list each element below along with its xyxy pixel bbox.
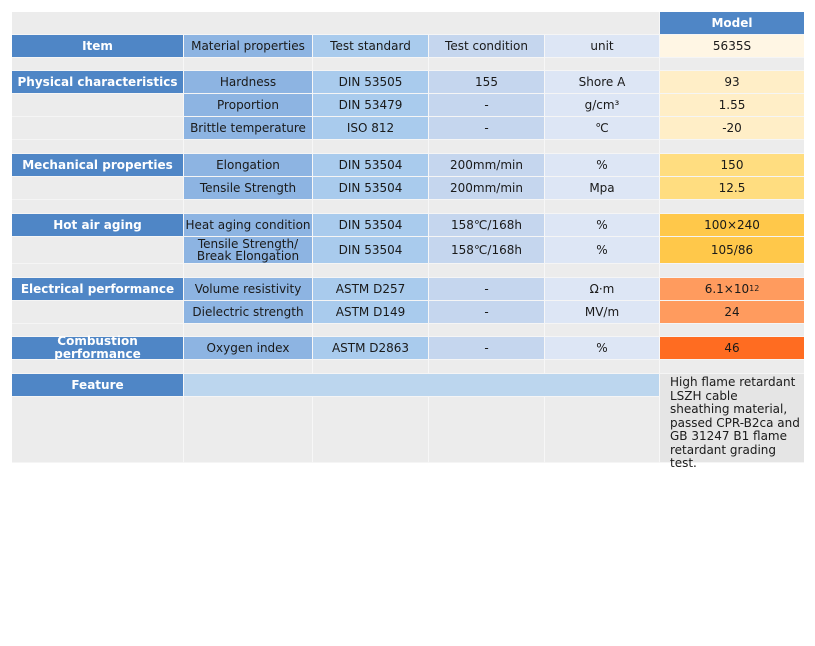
value-cell: 100×240 [660, 214, 804, 237]
condition-cell: 200mm/min [429, 177, 545, 200]
spacer-row [12, 58, 804, 71]
header-test-standard: Test standard [313, 35, 429, 58]
condition-cell: 158℃/168h [429, 237, 545, 264]
value-cell: 46 [660, 337, 804, 360]
header-unit: unit [545, 35, 660, 58]
value-cell: 1.55 [660, 94, 804, 117]
table-row: Mechanical properties Elongation DIN 535… [12, 154, 804, 177]
table-row: Tensile Strength/ Break Elongation DIN 5… [12, 237, 804, 264]
property-cell: Elongation [184, 154, 313, 177]
spacer-row [12, 200, 804, 214]
condition-cell: - [429, 117, 545, 140]
unit-cell: g/cm³ [545, 94, 660, 117]
property-cell: Hardness [184, 71, 313, 94]
spacer-row [12, 264, 804, 278]
header-material-properties: Material properties [184, 35, 313, 58]
standard-cell: DIN 53504 [313, 154, 429, 177]
standard-cell: DIN 53479 [313, 94, 429, 117]
category-mechanical: Mechanical properties [12, 154, 184, 177]
standard-cell: ISO 812 [313, 117, 429, 140]
property-cell: Heat aging condition [184, 214, 313, 237]
value-base: 6.1×10 [704, 281, 750, 296]
table-row: Brittle temperature ISO 812 - ℃ -20 [12, 117, 804, 140]
condition-cell: 155 [429, 71, 545, 94]
header-item: Item [12, 35, 184, 58]
unit-cell: % [545, 237, 660, 264]
condition-cell: 200mm/min [429, 154, 545, 177]
standard-cell: ASTM D2863 [313, 337, 429, 360]
unit-cell: Shore A [545, 71, 660, 94]
spacer-row [12, 324, 804, 337]
feature-bar [184, 374, 660, 397]
material-spec-table: Model Item Material properties Test stan… [12, 12, 804, 470]
value-cell: -20 [660, 117, 804, 140]
category-combustion: Combustion performance [12, 335, 184, 361]
table-row: Electrical performance Volume resistivit… [12, 278, 804, 301]
condition-cell: - [429, 337, 545, 360]
unit-cell: % [545, 154, 660, 177]
value-cell: 24 [660, 301, 804, 324]
value-cell: 150 [660, 154, 804, 177]
feature-row: Feature High flame retardant LSZH cable … [12, 374, 804, 470]
property-cell: Tensile Strength/ Break Elongation [184, 237, 313, 264]
property-cell: Volume resistivity [184, 278, 313, 301]
header-test-condition: Test condition [429, 35, 545, 58]
unit-cell: MV/m [545, 301, 660, 324]
spacer-row [12, 360, 804, 374]
property-cell: Brittle temperature [184, 117, 313, 140]
value-cell: 93 [660, 71, 804, 94]
feature-label: Feature [12, 374, 184, 397]
unit-cell: ℃ [545, 117, 660, 140]
unit-cell: Mpa [545, 177, 660, 200]
category-electrical: Electrical performance [12, 278, 184, 301]
standard-cell: DIN 53505 [313, 71, 429, 94]
standard-cell: DIN 53504 [313, 214, 429, 237]
table-row: Combustion performance Oxygen index ASTM… [12, 335, 804, 361]
property-line-1: Tensile Strength/ [197, 237, 299, 251]
condition-cell: - [429, 94, 545, 117]
header-model-name: 5635S [660, 35, 804, 58]
property-cell: Dielectric strength [184, 301, 313, 324]
model-header: Model [660, 12, 804, 35]
table-row: Hot air aging Heat aging condition DIN 5… [12, 214, 804, 237]
property-cell: Tensile Strength [184, 177, 313, 200]
standard-cell: ASTM D149 [313, 301, 429, 324]
category-hot-air-aging: Hot air aging [12, 214, 184, 237]
value-cell: 6.1×10 12 [660, 278, 804, 301]
spacer-row [12, 140, 804, 154]
table-row: Tensile Strength DIN 53504 200mm/min Mpa… [12, 177, 804, 200]
standard-cell: ASTM D257 [313, 278, 429, 301]
standard-cell: DIN 53504 [313, 237, 429, 264]
condition-cell: 158℃/168h [429, 214, 545, 237]
condition-cell: - [429, 301, 545, 324]
property-cell: Proportion [184, 94, 313, 117]
category-physical: Physical characteristics [12, 71, 184, 94]
standard-cell: DIN 53504 [313, 177, 429, 200]
unit-cell: % [545, 214, 660, 237]
condition-cell: - [429, 278, 545, 301]
model-header-row: Model [12, 12, 804, 35]
property-cell: Oxygen index [184, 337, 313, 360]
table-row: Physical characteristics Hardness DIN 53… [12, 71, 804, 94]
blank-header-area [12, 12, 660, 35]
unit-cell: % [545, 337, 660, 360]
value-cell: 12.5 [660, 177, 804, 200]
property-line-2: Break Elongation [196, 249, 300, 263]
table-row: Proportion DIN 53479 - g/cm³ 1.55 [12, 94, 804, 117]
feature-description: High flame retardant LSZH cable sheathin… [660, 374, 804, 470]
column-header-row: Item Material properties Test standard T… [12, 35, 804, 58]
unit-cell: Ω·m [545, 278, 660, 301]
table-row: Dielectric strength ASTM D149 - MV/m 24 [12, 301, 804, 324]
value-cell: 105/86 [660, 237, 804, 264]
